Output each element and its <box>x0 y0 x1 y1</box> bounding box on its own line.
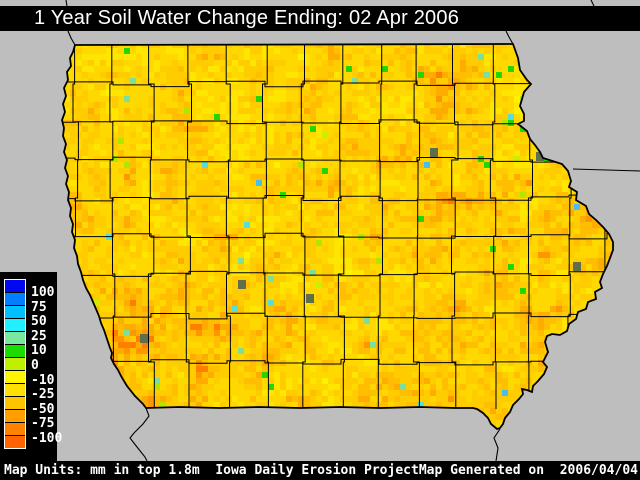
legend-swatch <box>5 280 25 292</box>
legend-swatch <box>5 306 25 318</box>
legend-swatch <box>5 397 25 409</box>
legend-swatch <box>5 345 25 357</box>
legend-label: 75 <box>31 299 47 315</box>
legend-swatch <box>5 358 25 370</box>
legend-panel: 100 75 50 25 10 0 -10 -25 -50 -75 -100 <box>0 272 62 462</box>
legend-swatch <box>5 410 25 422</box>
legend-swatch <box>5 436 25 448</box>
legend-label: 25 <box>31 328 47 344</box>
legend-label: -10 <box>31 372 55 388</box>
footer-generated-date: Map Generated on 2006/04/04 <box>418 463 638 478</box>
legend-swatch <box>5 423 25 435</box>
legend-label: 100 <box>31 285 55 300</box>
map-title: 1 Year Soil Water Change Ending: 02 Apr … <box>34 7 460 29</box>
footer-bar: Map Units: mm in top 1.8m Iowa Daily Ero… <box>0 461 640 480</box>
title-bar: 1 Year Soil Water Change Ending: 02 Apr … <box>0 6 640 31</box>
legend-label: -50 <box>31 401 55 417</box>
legend-value-labels: 100 75 50 25 10 0 -10 -25 -50 -75 -100 <box>0 272 62 462</box>
legend-swatch <box>5 293 25 305</box>
legend-label: 50 <box>31 314 47 330</box>
legend-label: 10 <box>31 343 47 359</box>
legend-color-ramp <box>4 279 26 449</box>
legend-label: 0 <box>31 358 39 373</box>
legend-swatch <box>5 384 25 396</box>
legend-label: -100 <box>31 431 63 446</box>
legend-swatch <box>5 371 25 383</box>
legend-swatch <box>5 332 25 344</box>
legend-label: -25 <box>31 387 55 403</box>
legend-label: -75 <box>31 416 55 432</box>
footer-map-units: Map Units: mm in top 1.8m Iowa Daily Ero… <box>4 463 419 478</box>
legend-swatch <box>5 319 25 331</box>
